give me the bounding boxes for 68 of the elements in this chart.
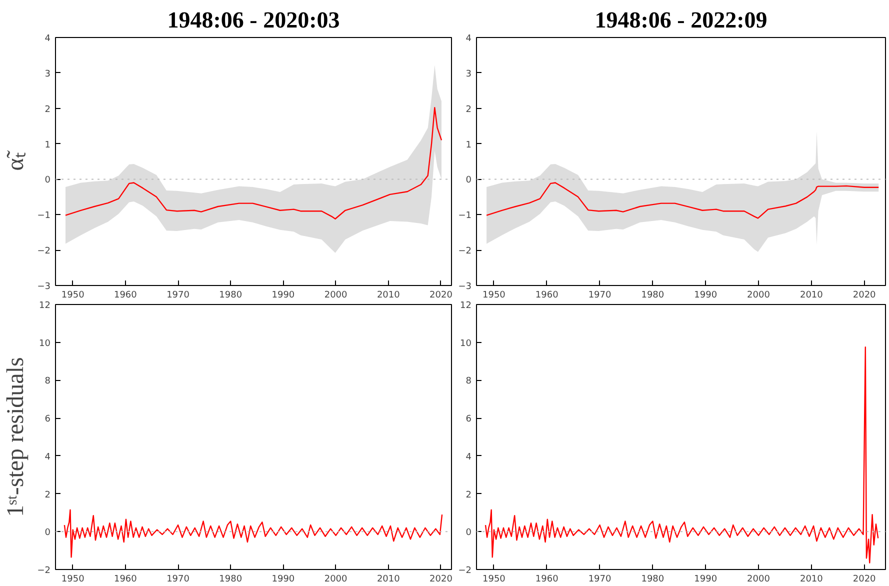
x-tick-label: 1960 [535,290,559,300]
y-tick-label: 3 [466,69,472,80]
x-tick-label: 1990 [272,574,295,584]
x-tick-label: 2000 [324,290,348,300]
x-tick-label: 2000 [747,290,770,300]
y-tick-label: 0 [44,176,51,186]
y-tick-label: 12 [460,301,472,311]
x-tick-label: 1970 [588,574,612,584]
x-tick-label: 2020 [430,574,453,584]
y-tick-label: 8 [466,376,472,387]
y-tick-label: 1 [466,140,472,150]
y-tick-label: −3 [37,282,51,292]
y-tick-label: −2 [37,566,51,576]
x-tick-label: 1970 [166,574,190,584]
x-tick-label: 2000 [324,574,348,584]
x-tick-label: 2010 [376,574,400,584]
x-tick-label: 1950 [61,290,85,300]
y-tick-label: 8 [44,376,51,387]
y-tick-label: −2 [458,566,472,576]
chart-title: 1948:06 - 2022:09 [594,8,768,32]
y-tick-label: 6 [466,414,472,425]
y-tick-label: −1 [458,211,472,222]
y-tick-label: 0 [466,528,472,538]
x-tick-label: 2020 [852,290,876,300]
x-tick-label: 2010 [800,574,824,584]
x-tick-label: 1970 [588,290,612,300]
y-tick-label: 1 [44,140,51,150]
x-tick-label: 1990 [272,290,295,300]
x-tick-label: 1960 [114,290,138,300]
y-tick-label: 2 [466,104,472,115]
x-tick-label: 1960 [535,574,559,584]
x-tick-label: 1990 [694,290,718,300]
x-tick-label: 1950 [61,574,85,584]
y-tick-label: 2 [44,104,51,115]
chart-title: 1948:06 - 2020:03 [167,8,340,32]
y-tick-label: 4 [44,34,51,44]
y-axis-title: 1ˢᵗ-step residuals [3,357,30,517]
x-tick-label: 1970 [166,290,190,300]
y-tick-label: −2 [458,246,472,257]
x-tick-label: 1980 [219,290,242,300]
y-tick-label: 6 [44,414,51,425]
y-tick-label: 10 [39,338,51,349]
x-tick-label: 2020 [430,290,453,300]
y-tick-label: 12 [39,301,50,311]
x-tick-label: 1980 [641,290,664,300]
y-tick-label: −1 [37,211,51,222]
y-tick-label: 4 [466,452,472,462]
y-tick-label: 0 [466,176,472,186]
x-tick-label: 2010 [376,290,400,300]
y-tick-label: −3 [458,282,472,292]
y-tick-label: −2 [37,246,51,257]
y-axis-title: α̃ₜ [3,150,30,171]
x-tick-label: 2020 [852,574,876,584]
x-tick-label: 1960 [114,574,138,584]
x-tick-label: 1990 [694,574,718,584]
y-tick-label: 0 [44,528,51,538]
x-tick-label: 1950 [482,574,506,584]
y-tick-label: 2 [466,490,472,500]
y-tick-label: 4 [466,34,472,44]
x-tick-label: 2000 [747,574,770,584]
y-tick-label: 10 [460,338,472,349]
y-tick-label: 3 [44,69,51,80]
x-tick-label: 2010 [800,290,824,300]
x-tick-label: 1980 [641,574,664,584]
y-tick-label: 4 [44,452,51,462]
x-tick-label: 1950 [482,290,506,300]
y-tick-label: 2 [44,490,51,500]
x-tick-label: 1980 [219,574,242,584]
